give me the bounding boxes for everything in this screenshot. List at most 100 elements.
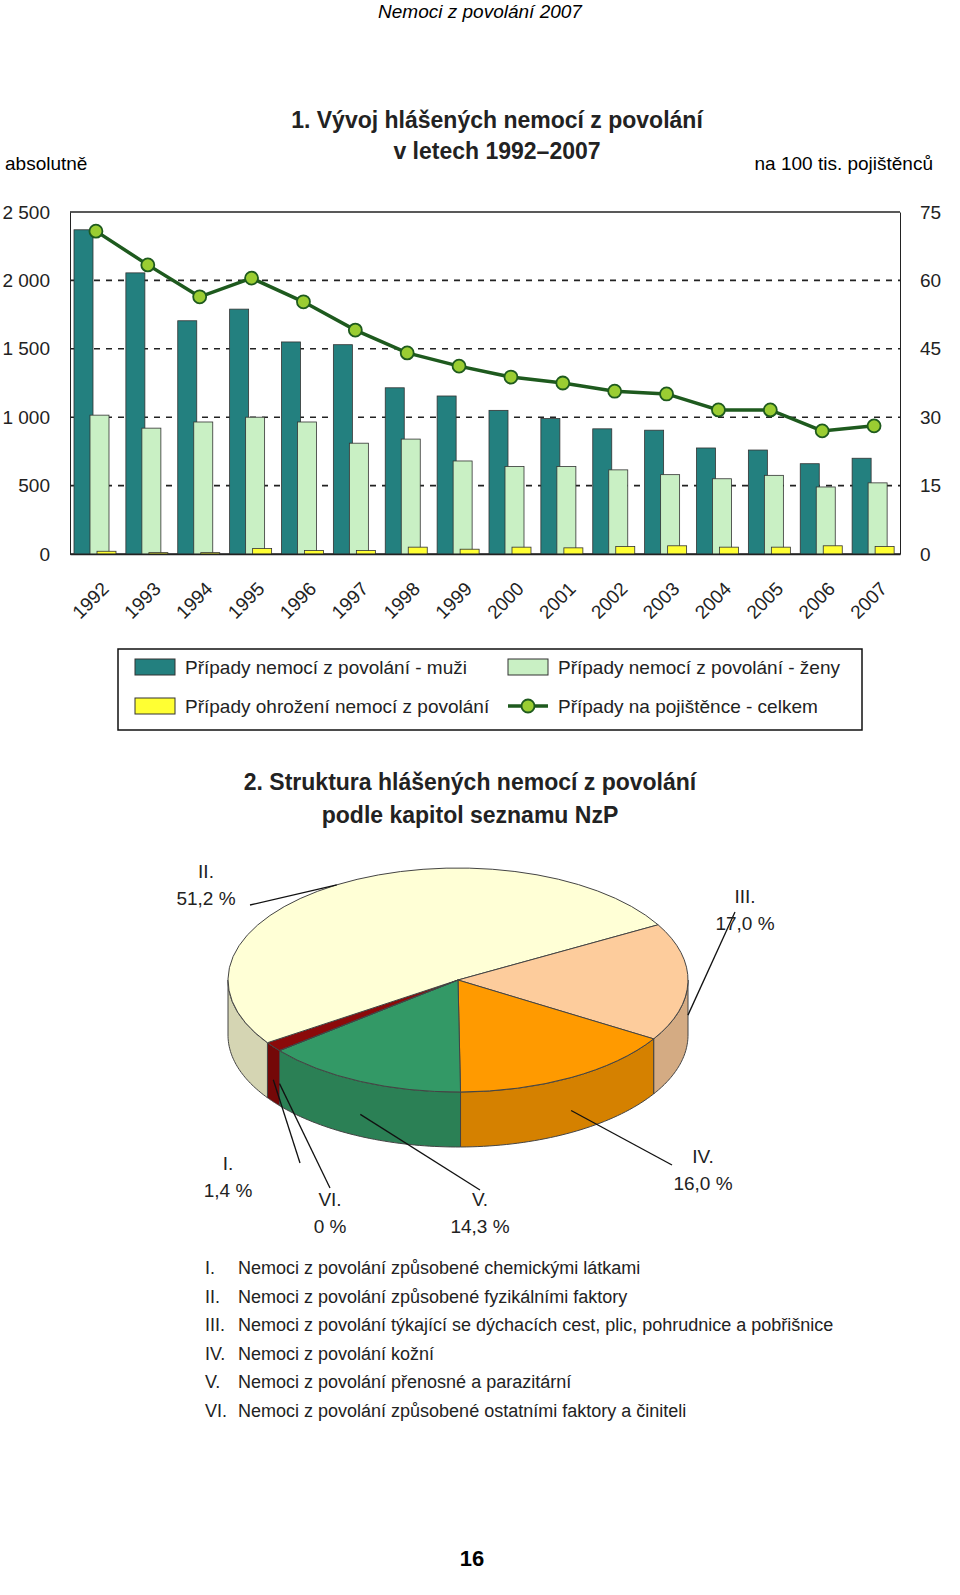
data-label-category: VI. <box>318 1189 341 1210</box>
bar <box>713 479 732 554</box>
data-label-category: II. <box>198 861 214 882</box>
legend-label: Případy nemocí z povolání - muži <box>185 657 467 678</box>
tick-label: 2002 <box>587 578 632 623</box>
bar <box>253 549 272 554</box>
tick: 30 <box>900 407 941 428</box>
tick-label: 2 000 <box>2 270 50 291</box>
legend-label: Případy na pojištěnce - celkem <box>558 696 818 717</box>
tick-label: 1993 <box>120 578 165 623</box>
line-marker <box>816 424 829 437</box>
bar <box>868 483 887 554</box>
bar <box>453 461 472 554</box>
legend-box <box>118 649 862 730</box>
legend-key: VI. <box>205 1401 227 1421</box>
bar <box>668 546 687 554</box>
tick: 1993 <box>120 554 165 623</box>
chart-title: v letech 1992–2007 <box>393 138 600 164</box>
axis-line <box>900 213 901 555</box>
legend-label: Případy nemocí z povolání - ženy <box>558 657 840 678</box>
data-label-category: IV. <box>692 1146 714 1167</box>
data-label: 17,0 % <box>715 913 774 934</box>
legend-swatch <box>135 698 175 714</box>
line-marker <box>89 225 102 238</box>
legend-item: Případy nemocí z povolání - muži <box>135 657 467 678</box>
line-marker <box>245 272 258 285</box>
tick: 2 000 <box>2 270 70 291</box>
line-marker <box>297 295 310 308</box>
bar <box>764 475 783 554</box>
tick-label: 500 <box>18 475 50 496</box>
tick: 2000 <box>483 554 528 623</box>
bar-series <box>90 415 887 554</box>
legend-key: V. <box>205 1372 220 1392</box>
y2-axis-title: na 100 tis. pojištěnců <box>754 153 933 174</box>
data-label: 14,3 % <box>450 1216 509 1237</box>
legend-label: Nemoci z povolání týkající se dýchacích … <box>238 1315 833 1335</box>
bar <box>616 546 635 554</box>
bar <box>298 422 317 554</box>
bar <box>609 470 628 554</box>
legend-label: Případy ohrožení nemocí z povolání <box>185 696 490 717</box>
tick: 2006 <box>794 554 839 623</box>
tick: 45 <box>900 338 941 359</box>
legend-key: IV. <box>205 1344 225 1364</box>
leader-line <box>360 1114 480 1190</box>
y-axis: 05001 0001 5002 0002 500 <box>2 202 70 565</box>
legend-swatch <box>135 659 175 675</box>
tick-label: 2005 <box>743 578 788 623</box>
legend-label: Nemoci z povolání kožní <box>238 1344 434 1364</box>
tick-label: 1998 <box>379 578 424 623</box>
leader-line <box>273 1080 300 1163</box>
tick: 2005 <box>743 554 788 623</box>
line-marker <box>608 385 621 398</box>
tick: 2004 <box>691 554 736 623</box>
page-header: Nemoci z povolání 2007 <box>378 1 583 22</box>
tick: 0 <box>900 544 931 565</box>
tick-label: 1994 <box>172 578 217 623</box>
pie-slice <box>280 980 458 1051</box>
tick-label: 45 <box>920 338 941 359</box>
leader-line <box>250 885 337 905</box>
bar <box>149 553 168 554</box>
tick-label: 1995 <box>224 578 269 623</box>
line-marker <box>401 346 414 359</box>
axis-line <box>71 554 901 555</box>
data-label: 0 % <box>314 1216 347 1237</box>
tick: 1999 <box>431 554 476 623</box>
tick-label: 1999 <box>431 578 476 623</box>
pie-top <box>228 868 688 1092</box>
x-axis: 1992199319941995199619971998199920002001… <box>68 554 900 623</box>
category-legend: I.Nemoci z povolání způsobené chemickými… <box>205 1258 833 1421</box>
tick-label: 0 <box>39 544 50 565</box>
tick-label: 1992 <box>68 578 113 623</box>
bar <box>97 551 116 554</box>
bar <box>356 551 375 554</box>
bar <box>349 443 368 554</box>
legend: Případy nemocí z povolání - muži Případy … <box>118 649 862 730</box>
bar <box>823 546 842 554</box>
bar <box>505 466 524 554</box>
grid-line <box>70 280 900 282</box>
legend-label: Nemoci z povolání způsobené ostatními fa… <box>238 1401 686 1421</box>
tick: 15 <box>900 475 941 496</box>
bar <box>875 546 894 554</box>
chart-title: podle kapitol seznamu NzP <box>322 802 619 828</box>
tick: 1994 <box>172 554 217 623</box>
tick-label: 2007 <box>846 578 891 623</box>
y2-axis: 01530456075 <box>900 202 941 565</box>
bar <box>401 439 420 554</box>
line-marker <box>712 403 725 416</box>
bar <box>557 466 576 554</box>
axis-line <box>70 213 71 555</box>
y-axis-title: absolutně <box>5 153 87 174</box>
grid-line <box>70 211 900 212</box>
data-label-category: I. <box>223 1153 234 1174</box>
pie-slice <box>280 980 461 1092</box>
data-label-category: V. <box>472 1189 488 1210</box>
bar-series <box>74 230 871 554</box>
tick-label: 2006 <box>794 578 839 623</box>
chart-title: 2. Struktura hlášených nemocí z povolání <box>244 769 698 795</box>
bar <box>90 415 109 554</box>
tick: 2003 <box>639 554 684 623</box>
line-marker <box>193 290 206 303</box>
